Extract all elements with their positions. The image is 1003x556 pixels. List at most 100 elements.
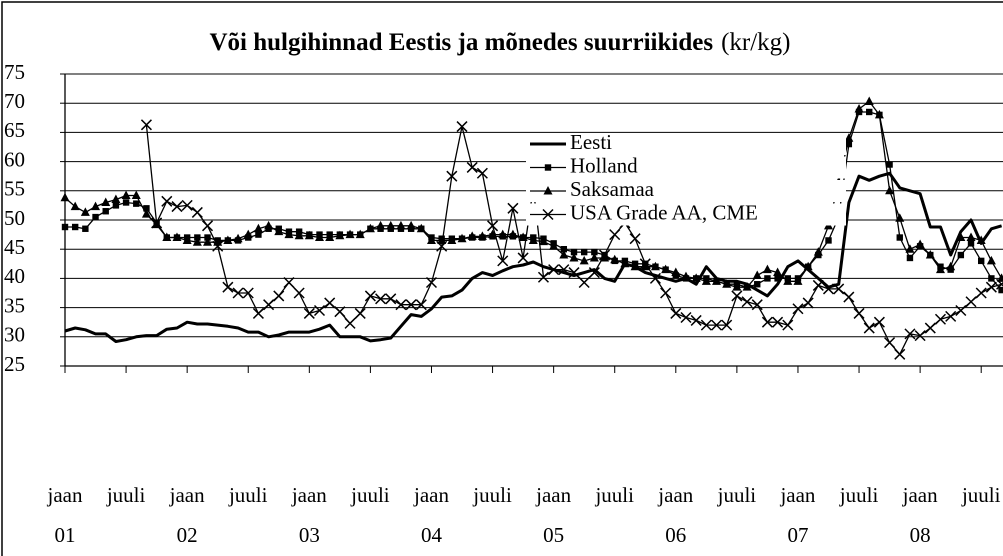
marker-x: [741, 296, 753, 308]
marker-triangle: [905, 244, 915, 253]
y-tick-label: 60: [4, 147, 25, 171]
marker-x: [212, 240, 224, 252]
marker-triangle: [376, 220, 386, 230]
marker-square: [896, 234, 903, 241]
marker-x: [344, 317, 356, 329]
marker-triangle: [773, 267, 783, 277]
marker-x: [680, 311, 692, 324]
marker-square: [886, 161, 893, 168]
marker-triangle: [997, 273, 1003, 282]
marker-x: [324, 297, 336, 309]
marker-triangle: [365, 223, 375, 233]
marker-triangle: [203, 237, 213, 246]
marker-square: [102, 208, 109, 215]
marker-x: [822, 283, 835, 295]
x-tick-year: 05: [543, 523, 564, 547]
marker-x: [487, 220, 499, 232]
marker-x: [792, 303, 804, 315]
marker-triangle: [543, 186, 553, 195]
y-tick-label: 70: [4, 89, 25, 113]
marker-x: [334, 306, 346, 318]
legend-bg: [526, 156, 846, 179]
marker-x: [843, 291, 855, 303]
marker-square: [764, 275, 771, 282]
y-tick-label: 75: [4, 60, 25, 84]
marker-square: [112, 202, 120, 209]
marker-triangle: [549, 241, 559, 250]
marker-x: [171, 201, 183, 213]
marker-triangle: [325, 232, 335, 242]
marker-square: [143, 205, 150, 212]
marker-triangle: [498, 229, 508, 239]
marker-x: [660, 287, 672, 299]
marker-square: [580, 248, 588, 256]
marker-triangle: [488, 229, 498, 239]
marker-x: [975, 287, 987, 299]
marker-triangle: [355, 229, 365, 239]
marker-x: [884, 337, 896, 349]
marker-triangle: [813, 247, 823, 256]
marker-triangle: [172, 232, 182, 242]
marker-x: [313, 304, 326, 317]
y-tick-label: 50: [4, 206, 25, 230]
marker-triangle: [121, 190, 131, 199]
marker-triangle: [233, 233, 243, 243]
marker-triangle: [701, 276, 711, 285]
marker-triangle: [630, 261, 640, 271]
marker-triangle: [793, 276, 803, 285]
marker-triangle: [722, 279, 732, 288]
series: [140, 119, 1003, 360]
x-tick-year: 01: [55, 523, 76, 547]
marker-square: [570, 248, 578, 256]
marker-x: [364, 290, 376, 302]
marker-x: [140, 119, 152, 131]
marker-square: [957, 251, 965, 259]
marker-square: [560, 246, 568, 253]
x-tick-label: juuli: [228, 483, 268, 507]
marker-x: [710, 319, 723, 331]
marker-triangle: [243, 229, 253, 239]
marker-triangle: [935, 264, 945, 274]
marker-triangle: [610, 254, 620, 264]
marker-x: [802, 297, 814, 309]
marker-x: [568, 267, 580, 279]
marker-x: [924, 322, 936, 334]
marker-square: [133, 200, 140, 207]
marker-triangle: [671, 267, 681, 277]
marker-triangle: [803, 261, 813, 271]
marker-triangle: [844, 133, 854, 142]
legend-label: Holland: [570, 153, 638, 177]
marker-triangle: [762, 264, 772, 274]
marker-triangle: [437, 235, 447, 244]
marker-x: [558, 264, 570, 276]
marker-triangle: [732, 282, 742, 291]
marker-triangle: [874, 109, 884, 119]
marker-x: [161, 195, 173, 207]
marker-x: [873, 316, 885, 328]
marker-x: [934, 313, 947, 325]
marker-x: [548, 264, 560, 276]
marker-triangle: [508, 229, 518, 239]
marker-x: [476, 167, 488, 179]
marker-square: [967, 240, 975, 247]
marker-triangle: [691, 273, 701, 282]
marker-x: [721, 319, 733, 331]
marker-triangle: [131, 190, 141, 199]
marker-triangle: [335, 230, 345, 240]
marker-triangle: [141, 209, 151, 218]
marker-triangle: [406, 220, 416, 230]
marker-triangle: [416, 223, 426, 233]
marker-triangle: [946, 261, 956, 271]
x-tick-label: jaan: [169, 483, 205, 507]
marker-x: [537, 271, 549, 283]
marker-triangle: [742, 282, 752, 291]
marker-x: [945, 310, 957, 322]
marker-x: [263, 299, 275, 311]
marker-x: [191, 206, 203, 218]
marker-triangle: [579, 255, 589, 265]
marker-triangle: [386, 220, 396, 230]
marker-x: [425, 276, 438, 289]
marker-x: [782, 319, 794, 331]
marker-x: [151, 217, 163, 229]
